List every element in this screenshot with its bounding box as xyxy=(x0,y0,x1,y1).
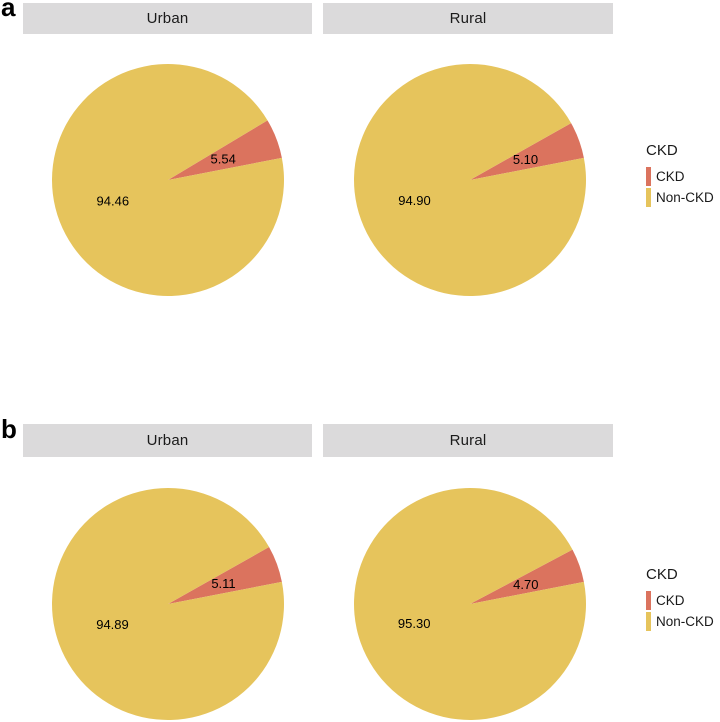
facet-strip-a-rural: Rural xyxy=(323,3,613,34)
legend-item-label: CKD xyxy=(656,593,685,608)
legend-item-label: CKD xyxy=(656,169,685,184)
legend-key-ckd xyxy=(646,591,651,610)
legend-key-non-ckd xyxy=(646,612,651,631)
pie-chart-b-rural: 4.70 95.30 xyxy=(353,487,586,720)
legend-title: CKD xyxy=(646,566,678,583)
legend-key-non-ckd xyxy=(646,188,651,207)
legend-item-label: Non-CKD xyxy=(656,190,714,205)
facet-strip-b-rural: Rural xyxy=(323,424,613,457)
facet-strip-a-urban: Urban xyxy=(23,3,312,34)
facet-strip-label: Urban xyxy=(146,10,189,27)
pie-value-label: 95.30 xyxy=(398,616,431,631)
pie-value-label: 94.90 xyxy=(398,193,431,208)
pie-value-label: 94.89 xyxy=(96,617,129,632)
legend-key-ckd xyxy=(646,167,651,186)
pie-value-label: 5.54 xyxy=(211,151,236,166)
legend-item-ckd: CKD xyxy=(646,590,714,611)
facet-strip-label: Rural xyxy=(449,10,487,27)
pie-value-label: 5.10 xyxy=(513,152,538,167)
pie-value-label: 94.46 xyxy=(97,194,130,209)
legend-item-non-ckd: Non-CKD xyxy=(646,611,714,632)
pie-value-label: 5.11 xyxy=(211,576,235,591)
pie-value-label: 4.70 xyxy=(513,577,538,592)
legend-item-label: Non-CKD xyxy=(656,614,714,629)
facet-strip-label: Urban xyxy=(146,432,189,449)
facet-strip-label: Rural xyxy=(449,432,487,449)
pie-chart-a-urban: 5.54 94.46 xyxy=(51,63,284,296)
legend-item-non-ckd: Non-CKD xyxy=(646,187,714,208)
pie-chart-b-urban: 5.11 94.89 xyxy=(52,488,285,721)
legend-item-ckd: CKD xyxy=(646,166,714,187)
facet-strip-b-urban: Urban xyxy=(23,424,312,457)
legend-a: CKD CKD Non-CKD xyxy=(646,142,714,208)
pie-chart-a-rural: 5.10 94.90 xyxy=(354,64,587,297)
panel-b-tag: b xyxy=(1,414,17,444)
panel-a-tag: a xyxy=(1,0,16,22)
legend-b: CKD CKD Non-CKD xyxy=(646,566,714,632)
legend-title: CKD xyxy=(646,142,678,159)
